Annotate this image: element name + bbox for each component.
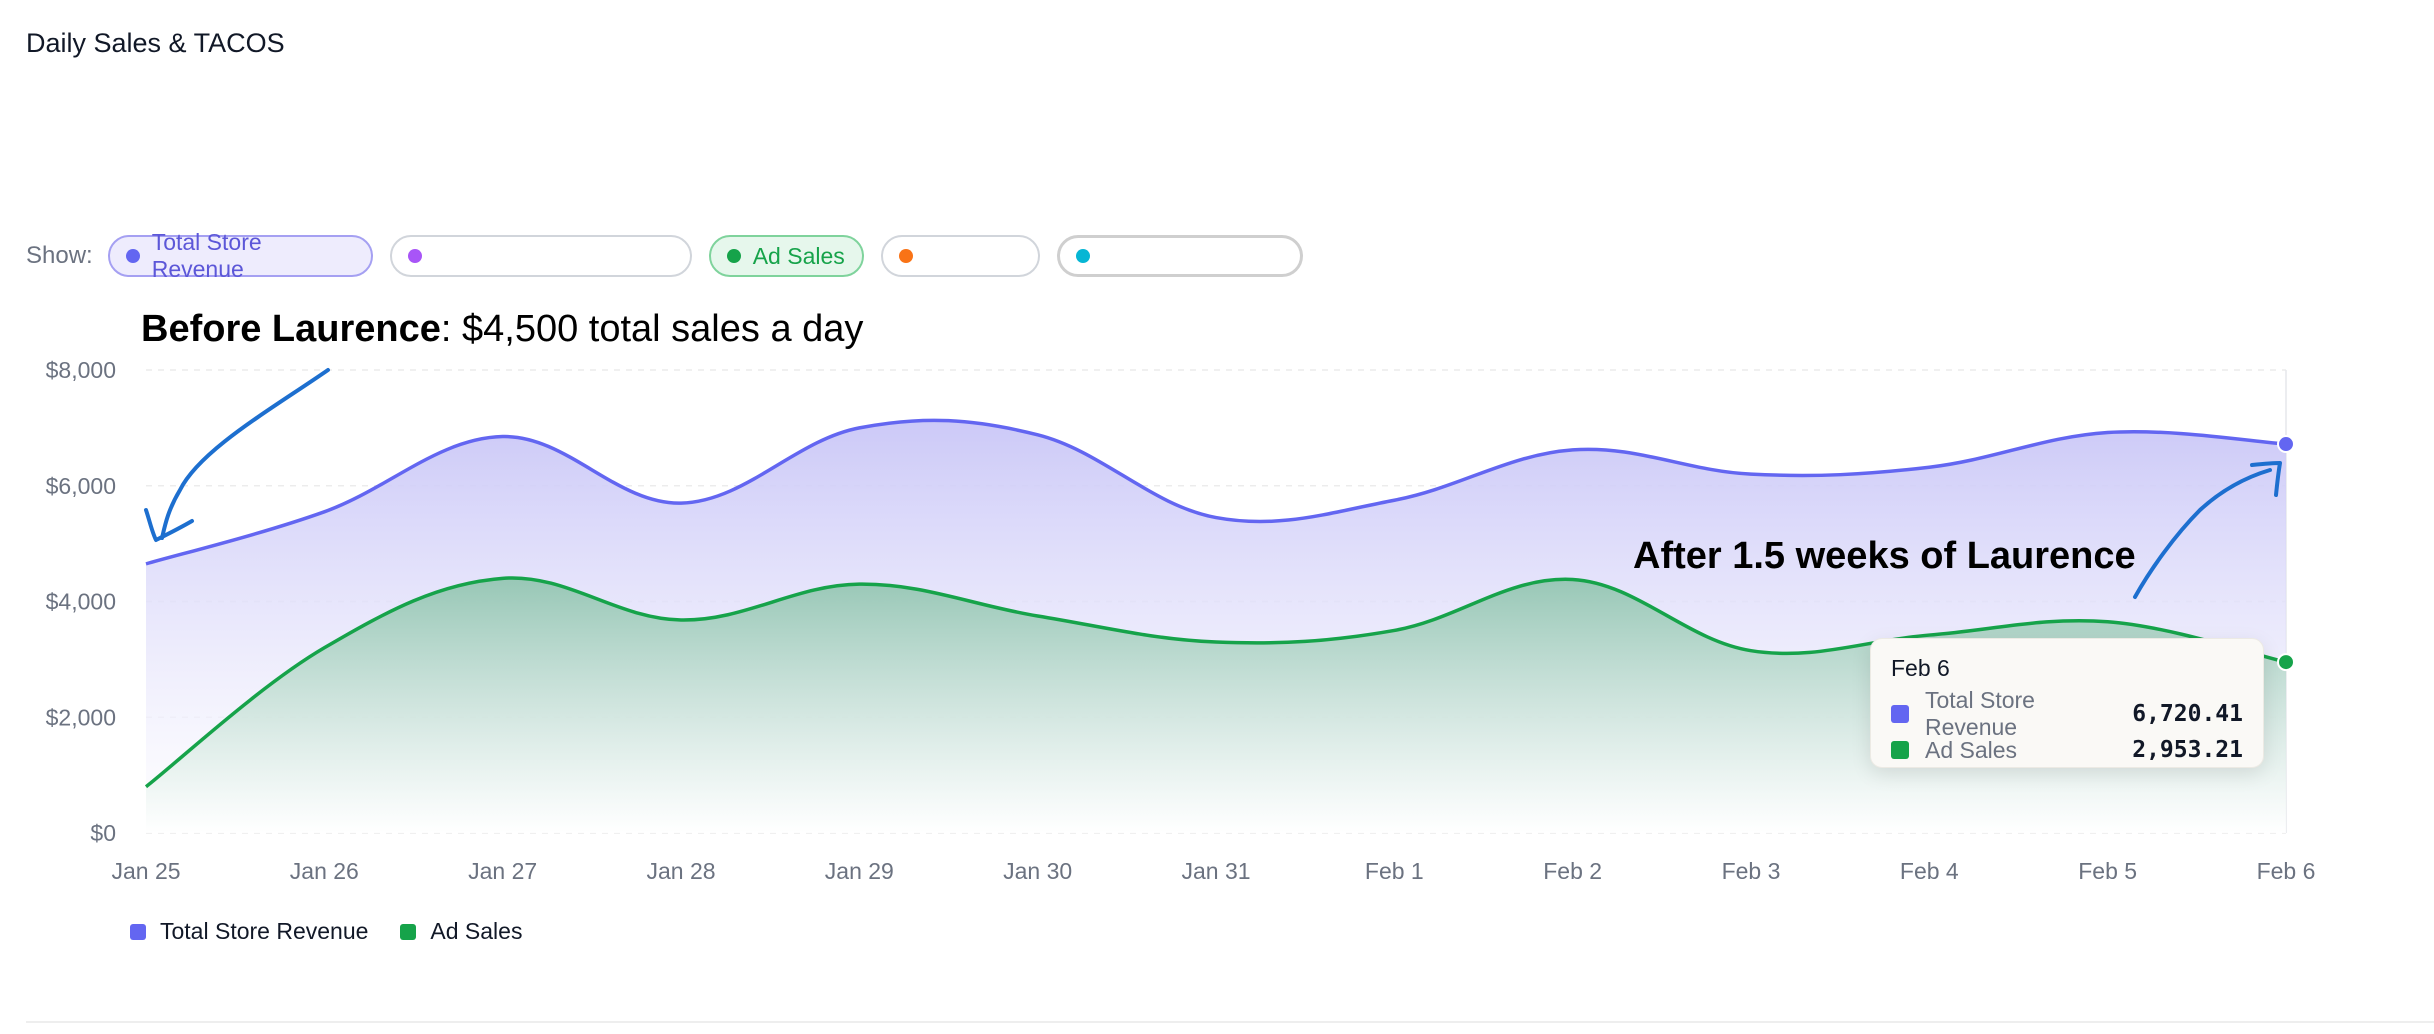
x-tick-label: Jan 28 <box>646 858 715 884</box>
filter-pill-total-store-revenue[interactable]: Total Store Revenue <box>107 229 373 282</box>
filter-pill-purple[interactable] <box>389 235 692 277</box>
ad-sales-dot-icon <box>726 249 741 263</box>
filter-pill-ad-sales[interactable]: Ad Sales <box>708 235 864 277</box>
y-tick-label: $2,000 <box>46 704 116 730</box>
after-arrow-icon <box>2133 468 2272 599</box>
ad-sales-legend-swatch-icon <box>400 923 417 940</box>
x-tick-label: Jan 30 <box>1003 858 1072 884</box>
data-point-ad-sales <box>2277 653 2295 672</box>
legend-item-total-store-revenue[interactable]: Total Store Revenue <box>130 918 368 945</box>
tooltip-series-value: 6,720.41 <box>2132 701 2243 727</box>
legend-label: Total Store Revenue <box>160 918 369 944</box>
tooltip-date: Feb 6 <box>1891 655 1950 681</box>
tooltip-row-ad-sales: Ad Sales 2,953.21 <box>1891 732 2243 768</box>
chart-legend: Total Store Revenue Ad Sales <box>130 918 522 945</box>
chart-title: Daily Sales & TACOS <box>26 28 285 58</box>
show-label: Show: <box>26 242 93 269</box>
filter-pill-label: Total Store Revenue <box>151 229 262 282</box>
before-annotation-bold: Before Laurence <box>141 308 441 350</box>
revenue-legend-swatch-icon <box>130 923 146 940</box>
y-tick-label: $4,000 <box>46 589 116 615</box>
purple-dot-icon <box>407 249 422 263</box>
teal-dot-icon <box>1075 249 1090 263</box>
area-ad-sales <box>146 577 2286 833</box>
filter-pill-orange[interactable] <box>880 235 1040 277</box>
x-tick-label: Jan 29 <box>825 858 894 884</box>
x-tick-label: Jan 31 <box>1181 858 1250 884</box>
data-point-total-store-revenue <box>2277 435 2295 454</box>
x-tick-label: Feb 6 <box>2257 858 2316 884</box>
x-tick-label: Feb 2 <box>1543 858 1602 884</box>
before-annotation: Before Laurence: $4,500 total sales a da… <box>141 308 863 351</box>
legend-item-ad-sales[interactable]: Ad Sales <box>400 918 522 945</box>
y-tick-label: $0 <box>90 820 116 846</box>
before-annotation-text: : $4,500 total sales a day <box>440 308 864 350</box>
hover-tooltip: Feb 6 Total Store Revenue 6,720.41 Ad Sa… <box>1870 638 2264 768</box>
bottom-divider <box>26 1021 2434 1023</box>
x-tick-label: Feb 4 <box>1900 858 1959 884</box>
filter-pill-teal[interactable] <box>1056 235 1303 277</box>
before-arrow-icon <box>160 368 330 540</box>
line-total-store-revenue <box>145 418 2287 566</box>
tooltip-series-value: 2,953.21 <box>2132 737 2243 763</box>
orange-dot-icon <box>898 249 913 263</box>
ad-sales-swatch-icon <box>1891 741 1909 759</box>
after-annotation: After 1.5 weeks of Laurence <box>1633 535 2136 577</box>
filter-pill-label: Ad Sales <box>752 242 845 269</box>
y-tick-label: $8,000 <box>46 357 116 383</box>
tooltip-series-name: Ad Sales <box>1925 736 2018 763</box>
tooltip-series-name: Total Store Revenue <box>1925 687 2035 740</box>
line-ad-sales <box>144 576 2287 789</box>
x-tick-label: Feb 1 <box>1365 858 1424 884</box>
revenue-swatch-icon <box>1891 705 1909 723</box>
tooltip-row-revenue: Total Store Revenue 6,720.41 <box>1891 687 2243 740</box>
y-tick-label: $6,000 <box>46 473 116 499</box>
after-arrowhead-icon <box>2250 461 2282 497</box>
x-tick-label: Jan 27 <box>468 858 537 884</box>
x-tick-label: Jan 26 <box>290 858 359 884</box>
revenue-dot-icon <box>125 249 140 263</box>
x-tick-label: Feb 3 <box>1722 858 1781 884</box>
before-arrowhead-icon <box>144 508 194 542</box>
legend-label: Ad Sales <box>430 918 523 944</box>
series-filter-bar: Show: Total Store Revenue Ad Sales <box>26 229 1303 282</box>
x-tick-label: Jan 25 <box>111 858 180 884</box>
x-tick-label: Feb 5 <box>2078 858 2137 884</box>
